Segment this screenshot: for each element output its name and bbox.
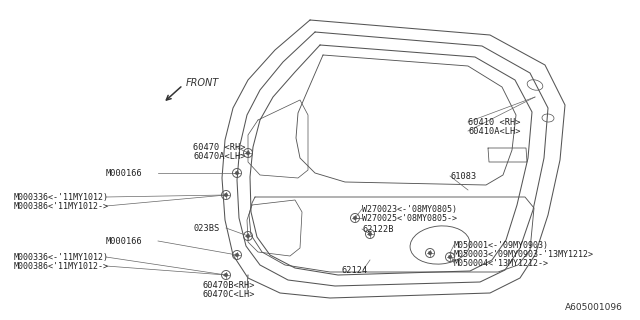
Text: 62124: 62124 <box>341 266 367 275</box>
Text: M000336<-'11MY1012): M000336<-'11MY1012) <box>14 253 109 262</box>
Text: 61083: 61083 <box>450 172 476 181</box>
Text: 60470C<LH>: 60470C<LH> <box>202 290 255 299</box>
Text: M000166: M000166 <box>106 169 143 178</box>
Circle shape <box>224 273 228 277</box>
Circle shape <box>246 234 250 238</box>
Text: 60470B<RH>: 60470B<RH> <box>202 281 255 290</box>
Text: M050001<-'09MY0903): M050001<-'09MY0903) <box>454 241 549 250</box>
Circle shape <box>224 193 228 197</box>
Text: M050003<'09MY0903-'13MY1212>: M050003<'09MY0903-'13MY1212> <box>454 250 594 259</box>
Circle shape <box>236 171 239 175</box>
Text: M000336<-'11MY1012): M000336<-'11MY1012) <box>14 193 109 202</box>
Text: 023BS: 023BS <box>193 224 220 233</box>
Circle shape <box>246 151 250 155</box>
Text: W270025<'08MY0805->: W270025<'08MY0805-> <box>362 214 457 223</box>
Text: A605001096: A605001096 <box>565 303 623 312</box>
Circle shape <box>353 216 356 220</box>
Text: M000386<'11MY1012->: M000386<'11MY1012-> <box>14 262 109 271</box>
Text: W270023<-'08MY0805): W270023<-'08MY0805) <box>362 205 457 214</box>
Text: M000386<'11MY1012->: M000386<'11MY1012-> <box>14 202 109 211</box>
Text: 62122B: 62122B <box>362 225 394 234</box>
Circle shape <box>428 251 432 255</box>
Text: 60410A<LH>: 60410A<LH> <box>468 127 520 136</box>
Text: 60470 <RH>: 60470 <RH> <box>193 143 246 152</box>
Circle shape <box>368 232 372 236</box>
Text: FRONT: FRONT <box>186 78 220 88</box>
Text: 60470A<LH>: 60470A<LH> <box>193 152 246 161</box>
Text: 60410 <RH>: 60410 <RH> <box>468 118 520 127</box>
Circle shape <box>236 253 239 257</box>
Text: M050004<'13MY1212->: M050004<'13MY1212-> <box>454 259 549 268</box>
Text: M000166: M000166 <box>106 237 143 246</box>
Circle shape <box>448 255 452 259</box>
